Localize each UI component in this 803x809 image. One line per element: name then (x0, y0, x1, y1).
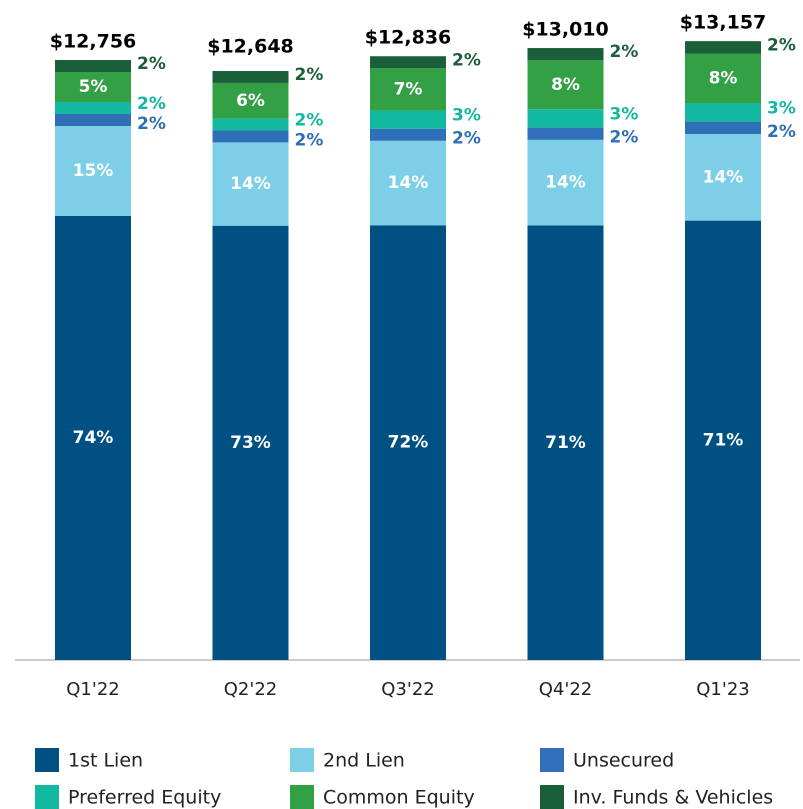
x-tick-label: Q1'23 (696, 679, 749, 700)
segment-label: 6% (236, 91, 265, 111)
total-label: $13,010 (522, 19, 609, 41)
segment-label: 5% (79, 77, 108, 97)
bar-segment (527, 60, 604, 110)
segment-label: 2% (137, 94, 166, 114)
segment-label: 15% (73, 161, 114, 181)
legend-label: Unsecured (573, 750, 674, 772)
bar-segment (370, 56, 446, 69)
legend-label: 2nd Lien (323, 750, 405, 772)
bar-segment (370, 128, 446, 141)
segment-label: 14% (230, 174, 271, 194)
segment-label: 14% (388, 173, 429, 193)
x-tick-label: Q4'22 (539, 679, 592, 700)
segment-label: 74% (73, 428, 114, 448)
legend-swatch (540, 785, 564, 809)
bar-segment (370, 110, 446, 129)
x-tick-label: Q1'22 (66, 679, 119, 700)
segment-label: 71% (545, 433, 586, 453)
legend-swatch (290, 785, 314, 809)
segment-label: 2% (767, 122, 796, 142)
legend-swatch (35, 748, 59, 772)
bar-segment (370, 225, 446, 660)
bar-segment (55, 60, 131, 72)
segment-label: 8% (709, 68, 738, 88)
legend-label: Common Equity (323, 787, 475, 809)
legend-swatch (35, 785, 59, 809)
bar-segment (370, 140, 446, 226)
bar-segment (55, 114, 131, 126)
total-label: $13,157 (680, 12, 767, 34)
segment-label: 2% (767, 35, 796, 55)
segment-label: 72% (388, 433, 429, 453)
bar-segment (212, 118, 289, 131)
total-label: $12,836 (365, 27, 452, 49)
bar-segment (55, 216, 131, 660)
bar-segment (685, 220, 761, 660)
bar-segment (55, 72, 131, 102)
bar-segment (212, 71, 289, 83)
legend-swatch (540, 748, 564, 772)
segment-label: 8% (551, 75, 580, 95)
segment-label: 3% (452, 106, 481, 126)
x-tick-label: Q3'22 (381, 679, 434, 700)
segment-label: 71% (703, 430, 744, 450)
segment-label: 73% (230, 433, 271, 453)
bar-segment (527, 109, 604, 128)
total-label: $12,648 (207, 36, 294, 58)
segment-label: 2% (610, 42, 639, 62)
segment-label: 2% (295, 65, 324, 85)
bar-segment (685, 133, 761, 221)
segment-label: 2% (137, 54, 166, 74)
bar-segment (527, 48, 604, 61)
segment-label: 14% (545, 173, 586, 193)
bar-segment (212, 142, 289, 226)
bar-segment (527, 139, 604, 226)
bar-segment (370, 68, 446, 111)
segment-label: 2% (295, 130, 324, 150)
bar-segment (685, 121, 761, 134)
segment-label: 2% (610, 128, 639, 148)
bar-segment (212, 130, 289, 143)
segment-label: 2% (137, 114, 166, 134)
legend-label: Inv. Funds & Vehicles (573, 787, 773, 809)
legend-swatch (290, 748, 314, 772)
bar-segment (212, 82, 289, 119)
bar-segment (212, 225, 289, 660)
bar-segment (55, 102, 131, 114)
segment-label: 14% (703, 167, 744, 187)
segment-label: 2% (452, 129, 481, 149)
bar-segment (527, 225, 604, 661)
segment-label: 2% (452, 50, 481, 70)
legend-label: 1st Lien (68, 750, 143, 772)
x-tick-label: Q2'22 (224, 679, 277, 700)
bar-segment (55, 126, 131, 216)
bar-segment (685, 41, 761, 54)
total-label: $12,756 (50, 31, 137, 53)
segment-label: 7% (394, 79, 423, 99)
bar-segment (685, 53, 761, 104)
bar-segment (527, 127, 604, 140)
segment-label: 2% (295, 111, 324, 131)
segment-label: 3% (767, 98, 796, 118)
segment-label: 3% (610, 104, 639, 124)
bar-segment (685, 103, 761, 122)
legend-label: Preferred Equity (68, 787, 221, 809)
